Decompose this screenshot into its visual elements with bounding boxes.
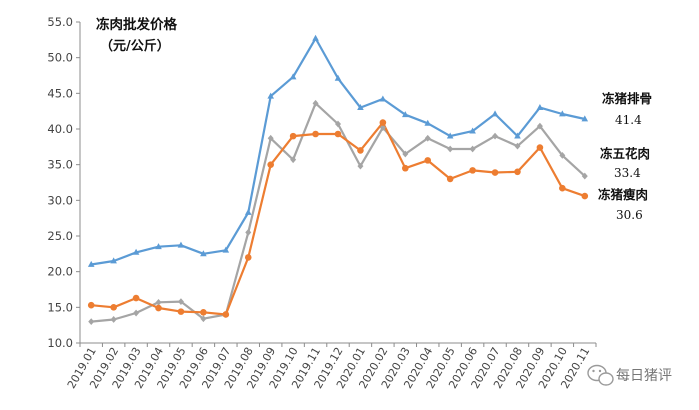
data-point	[289, 73, 297, 80]
y-tick-label: 30.0	[47, 193, 73, 207]
y-tick-label: 55.0	[47, 15, 73, 29]
data-point	[447, 145, 454, 153]
data-point	[312, 130, 319, 138]
data-point	[245, 229, 252, 236]
data-point	[244, 208, 252, 215]
y-axis: 10.0 15.0 20.0 25.0 30.0 35.0 40.0 45.0 50.0 55.0	[47, 15, 80, 350]
x-axis: 2019.012019.022019.032019.042019.052019.…	[65, 343, 597, 391]
data-point	[469, 127, 476, 134]
data-point	[446, 132, 454, 139]
data-point	[133, 309, 140, 317]
y-tick-label: 40.0	[47, 122, 73, 136]
series-end-value: 30.6	[616, 208, 643, 222]
data-point	[222, 246, 230, 253]
data-point	[267, 161, 274, 168]
data-point	[177, 298, 184, 306]
data-point	[244, 254, 252, 261]
data-point	[110, 316, 117, 323]
y-tick-label: 15.0	[47, 300, 73, 314]
data-point	[289, 132, 297, 140]
data-point	[177, 308, 185, 315]
data-point	[379, 95, 387, 102]
series-name-label: 冻五花肉	[600, 146, 650, 161]
data-point	[357, 147, 364, 154]
data-point	[514, 132, 521, 139]
y-tick-label: 45.0	[47, 86, 73, 100]
series-name-label: 冻猪排骨	[602, 91, 652, 106]
data-point	[469, 167, 476, 174]
data-point	[514, 142, 521, 150]
y-tick-label: 35.0	[47, 158, 73, 172]
data-point	[492, 132, 499, 140]
series-line	[91, 37, 586, 266]
data-point	[379, 124, 386, 131]
data-point	[334, 74, 342, 81]
data-point	[110, 257, 117, 264]
data-point	[581, 192, 589, 200]
chart-title: 冻肉批发价格	[96, 16, 177, 33]
series-markers	[87, 34, 589, 325]
data-point	[87, 301, 95, 309]
series-end-value: 33.4	[614, 166, 641, 180]
data-point	[379, 119, 387, 126]
data-point	[581, 115, 589, 122]
y-tick-label: 25.0	[47, 229, 73, 243]
y-tick-label: 50.0	[47, 51, 73, 65]
watermark: 每日猪评	[587, 364, 672, 386]
data-point	[402, 164, 409, 172]
data-point	[132, 248, 140, 255]
data-point	[335, 120, 341, 128]
data-point	[402, 111, 409, 118]
data-point	[87, 260, 95, 267]
data-point	[155, 298, 162, 306]
data-point	[222, 311, 230, 318]
data-point	[491, 110, 499, 117]
series-name-label: 冻猪瘦肉	[598, 187, 648, 202]
data-point	[424, 134, 431, 142]
data-point	[559, 151, 566, 159]
chart-subtitle: （元/公斤）	[100, 38, 170, 54]
data-point	[536, 104, 544, 110]
data-point	[132, 294, 140, 302]
data-point	[312, 34, 319, 41]
series-lines	[91, 37, 586, 323]
data-point	[514, 168, 521, 176]
data-point	[290, 156, 297, 164]
axes	[79, 22, 596, 344]
data-point	[559, 110, 566, 117]
data-point	[177, 241, 185, 248]
data-point	[424, 157, 432, 164]
data-point	[357, 104, 364, 110]
data-point	[536, 122, 543, 130]
data-point	[469, 145, 476, 153]
data-point	[312, 99, 319, 107]
series-line	[91, 121, 586, 316]
data-point	[446, 175, 454, 183]
series-end-value: 41.4	[615, 113, 642, 127]
data-point	[424, 119, 432, 126]
data-point	[267, 134, 274, 142]
data-point	[200, 250, 207, 257]
data-point	[536, 144, 544, 151]
data-point	[88, 318, 95, 325]
y-tick-label: 20.0	[47, 265, 73, 279]
data-point	[155, 304, 162, 312]
data-point	[581, 172, 588, 180]
data-point	[559, 184, 566, 192]
data-point	[267, 92, 274, 99]
data-point	[334, 130, 342, 138]
y-tick-label: 10.0	[47, 336, 73, 350]
data-point	[110, 304, 117, 311]
data-point	[491, 169, 499, 176]
data-point	[200, 315, 207, 323]
data-point	[200, 309, 207, 316]
data-point	[402, 150, 409, 158]
data-point	[155, 243, 162, 250]
watermark-text: 每日猪评	[616, 368, 672, 384]
data-point	[357, 162, 364, 170]
series-labels: 冻猪排骨 41.4 冻五花肉 33.4 冻猪瘦肉 30.6	[598, 91, 652, 222]
wechat-icon	[587, 364, 614, 386]
